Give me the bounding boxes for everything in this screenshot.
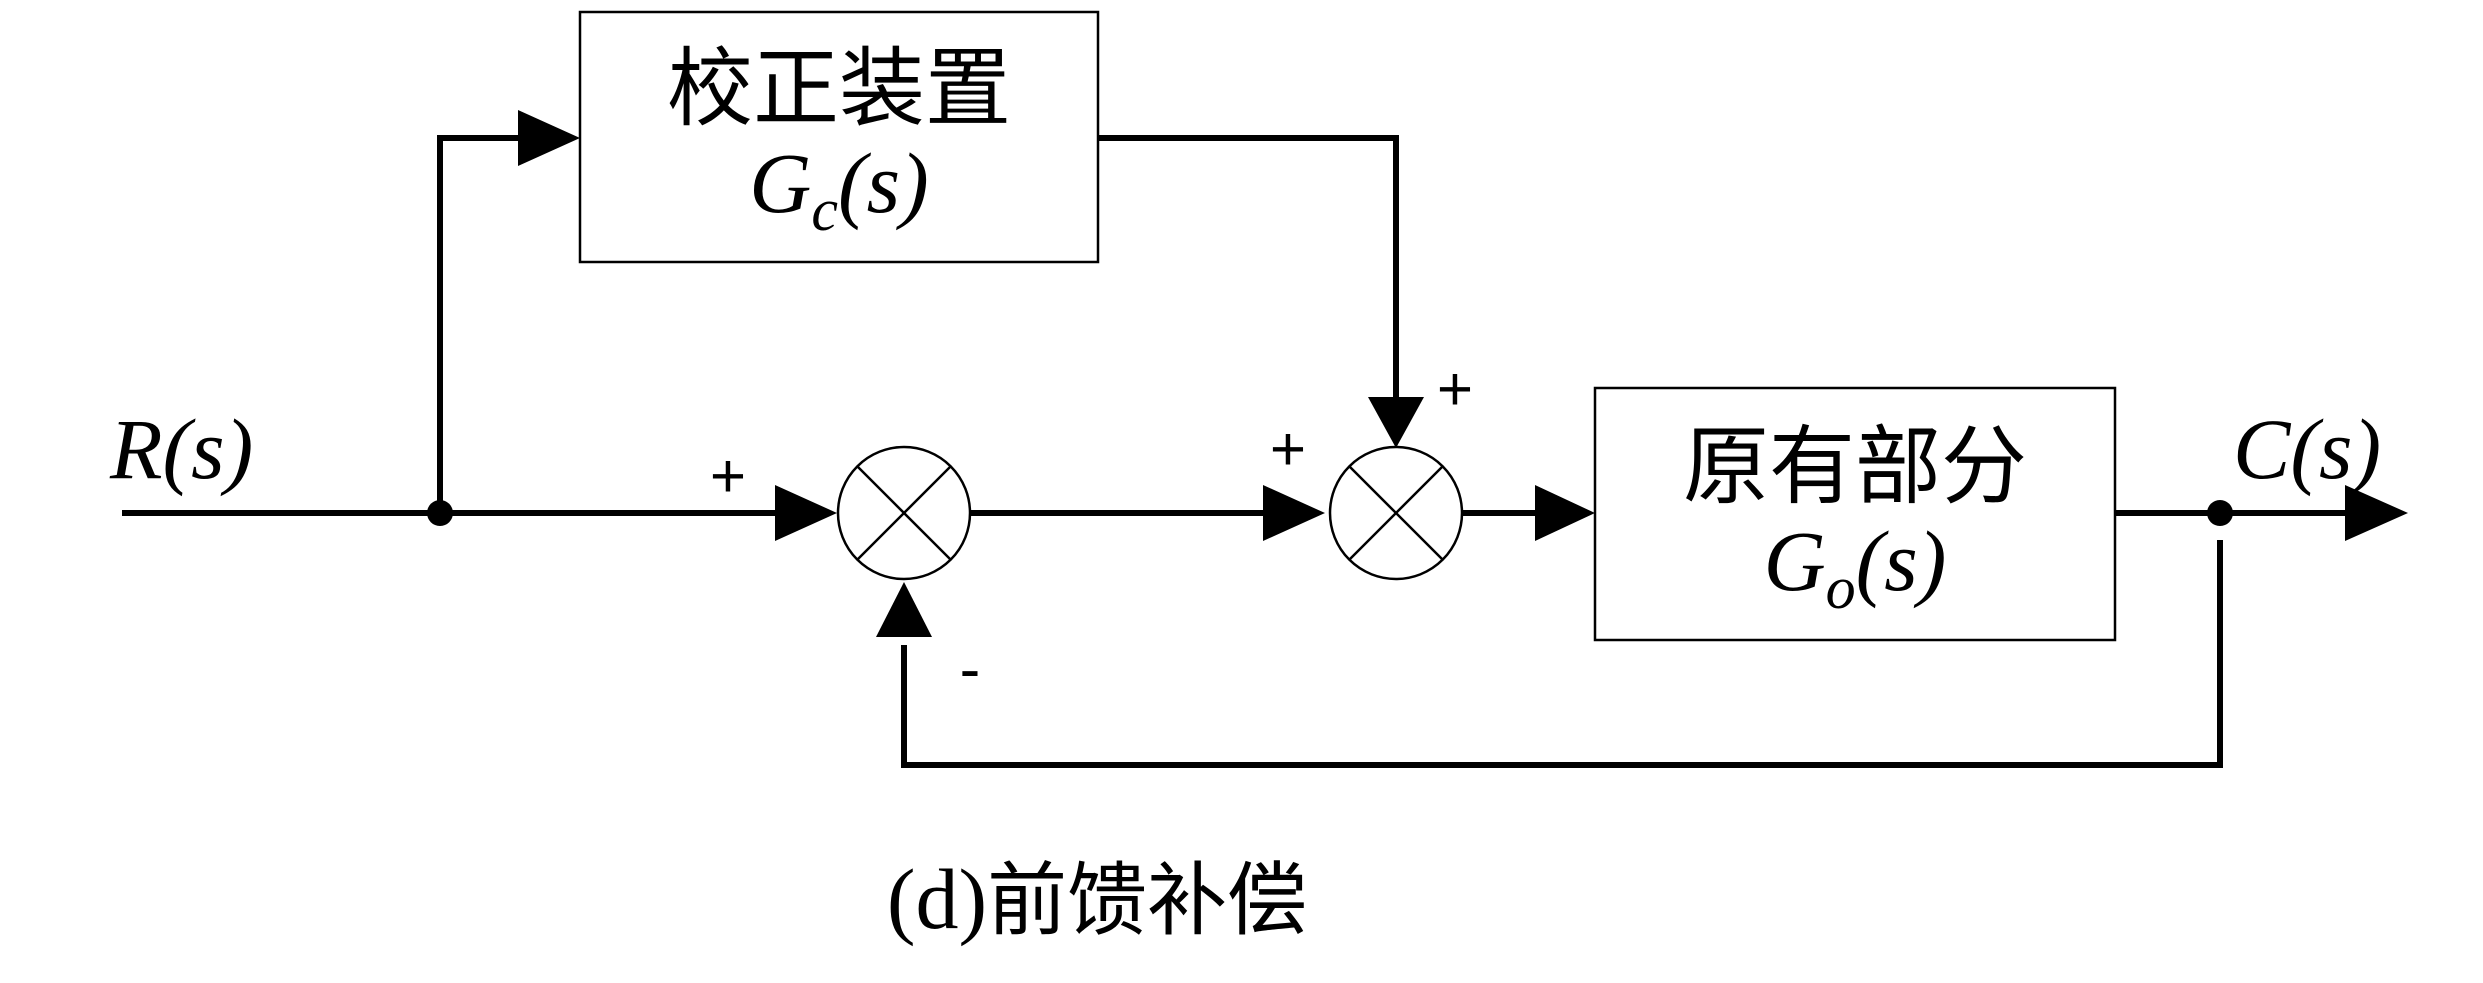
output-signal-label: C(s) <box>2233 401 2381 497</box>
compensator-block: 校正装置 Gc(s) <box>578 10 1100 264</box>
sum1-input-arrow <box>775 485 837 541</box>
sum1-feedback-sign: - <box>960 635 981 704</box>
compensator-title: 校正装置 <box>667 39 1011 139</box>
sum2-feedforward-arrow <box>1368 397 1424 448</box>
compensator-input-arrow <box>518 110 580 166</box>
plant-block: 原有部分 Go(s) <box>1593 386 2117 642</box>
output-branch-point <box>2207 500 2233 526</box>
sum2-feedforward-sign: + <box>1437 355 1473 424</box>
sum1-input-sign: + <box>710 442 746 511</box>
compensator-transfer-function: Gc(s) <box>749 135 929 243</box>
feedforward-branch-line <box>437 135 525 513</box>
input-branch-point <box>427 500 453 526</box>
compensator-output-line <box>1098 135 1399 403</box>
feedback-line <box>901 540 2223 768</box>
plant-transfer-function: Go(s) <box>1764 513 1947 621</box>
plant-input-arrow <box>1535 485 1595 541</box>
figure-caption: (d)前馈补偿 <box>887 851 1307 947</box>
sum2-input-sign: + <box>1270 415 1306 484</box>
feedback-arrow <box>876 582 932 637</box>
input-signal-label: R(s) <box>109 401 253 497</box>
summing-junction-1 <box>836 445 972 581</box>
output-arrow <box>2345 485 2408 541</box>
plant-title: 原有部分 <box>1683 417 2027 517</box>
sum2-input-arrow <box>1263 485 1325 541</box>
summing-junction-2 <box>1328 445 1464 581</box>
